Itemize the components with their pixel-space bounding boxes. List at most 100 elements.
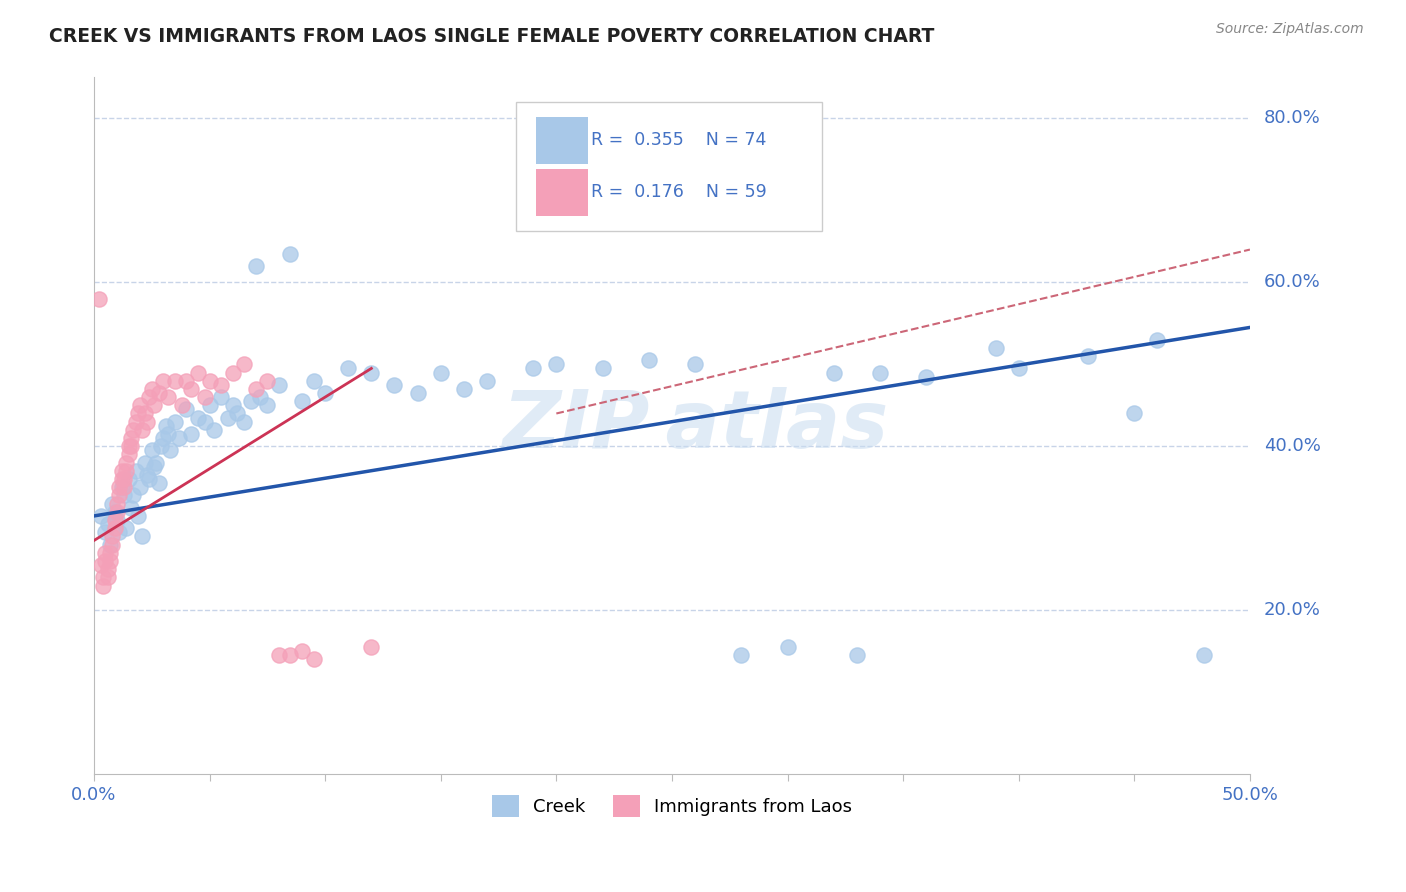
Point <box>145 456 167 470</box>
Point <box>221 398 243 412</box>
Point <box>267 648 290 663</box>
Point <box>169 431 191 445</box>
Point <box>1123 407 1146 421</box>
Point <box>115 464 138 478</box>
Text: R =  0.355    N = 74: R = 0.355 N = 74 <box>591 131 766 149</box>
Point <box>209 377 232 392</box>
Point <box>1146 333 1168 347</box>
Point <box>170 398 193 412</box>
Point <box>475 374 498 388</box>
Point <box>245 382 267 396</box>
Point <box>101 529 124 543</box>
Point <box>112 472 135 486</box>
Point <box>233 415 256 429</box>
Point <box>87 292 110 306</box>
Point <box>226 407 249 421</box>
Point <box>134 407 156 421</box>
Point <box>120 439 142 453</box>
Point <box>314 386 336 401</box>
Point <box>111 464 134 478</box>
Point <box>97 517 120 532</box>
Point <box>256 374 278 388</box>
Point <box>302 374 325 388</box>
Point <box>104 505 127 519</box>
Point <box>148 386 170 401</box>
Point <box>105 497 128 511</box>
Point <box>845 648 868 663</box>
Point <box>131 529 153 543</box>
Point <box>245 259 267 273</box>
Point <box>233 357 256 371</box>
Point <box>453 382 475 396</box>
Point <box>108 480 131 494</box>
Point <box>155 418 177 433</box>
Point <box>360 366 382 380</box>
Point <box>202 423 225 437</box>
Point <box>111 472 134 486</box>
Point <box>217 410 239 425</box>
Point <box>429 366 451 380</box>
Point <box>869 366 891 380</box>
Point <box>280 246 302 260</box>
Text: R =  0.176    N = 59: R = 0.176 N = 59 <box>591 183 766 201</box>
Point <box>141 443 163 458</box>
Point <box>134 456 156 470</box>
Point <box>546 357 568 371</box>
Text: 60.0%: 60.0% <box>1264 273 1320 292</box>
Point <box>98 538 121 552</box>
Point <box>108 488 131 502</box>
Point <box>105 513 128 527</box>
Point <box>360 640 382 654</box>
Point <box>187 366 209 380</box>
Point <box>187 410 209 425</box>
Point <box>129 480 152 494</box>
Point <box>176 402 198 417</box>
Point <box>122 488 145 502</box>
Point <box>156 427 179 442</box>
Point <box>117 439 139 453</box>
Point <box>115 456 138 470</box>
Point <box>209 390 232 404</box>
Point <box>406 386 429 401</box>
Point <box>256 398 278 412</box>
Point <box>163 415 186 429</box>
Point <box>240 394 263 409</box>
Point <box>94 554 117 568</box>
Point <box>138 472 160 486</box>
Point <box>120 431 142 445</box>
Point <box>117 447 139 461</box>
Point <box>124 464 146 478</box>
Point <box>194 415 217 429</box>
Point <box>152 374 174 388</box>
Point <box>90 508 112 523</box>
Point <box>98 546 121 560</box>
Point <box>91 579 114 593</box>
Point <box>730 648 752 663</box>
FancyBboxPatch shape <box>536 117 588 164</box>
Point <box>984 341 1007 355</box>
Point <box>91 570 114 584</box>
Point <box>384 377 406 392</box>
Point <box>163 374 186 388</box>
Point <box>127 508 149 523</box>
Point <box>104 521 127 535</box>
Point <box>159 443 181 458</box>
Point <box>776 640 799 654</box>
Point <box>122 423 145 437</box>
Point <box>176 374 198 388</box>
Point <box>136 415 159 429</box>
Point <box>101 497 124 511</box>
Point <box>249 390 271 404</box>
Point <box>337 361 360 376</box>
Text: ZIP atlas: ZIP atlas <box>502 387 889 465</box>
Point <box>131 423 153 437</box>
Point <box>90 558 112 573</box>
Point <box>291 394 314 409</box>
Point <box>198 398 221 412</box>
Point <box>149 439 172 453</box>
Point <box>94 546 117 560</box>
Text: 20.0%: 20.0% <box>1264 601 1320 619</box>
Point <box>915 369 938 384</box>
Point <box>104 513 127 527</box>
FancyBboxPatch shape <box>536 169 588 216</box>
